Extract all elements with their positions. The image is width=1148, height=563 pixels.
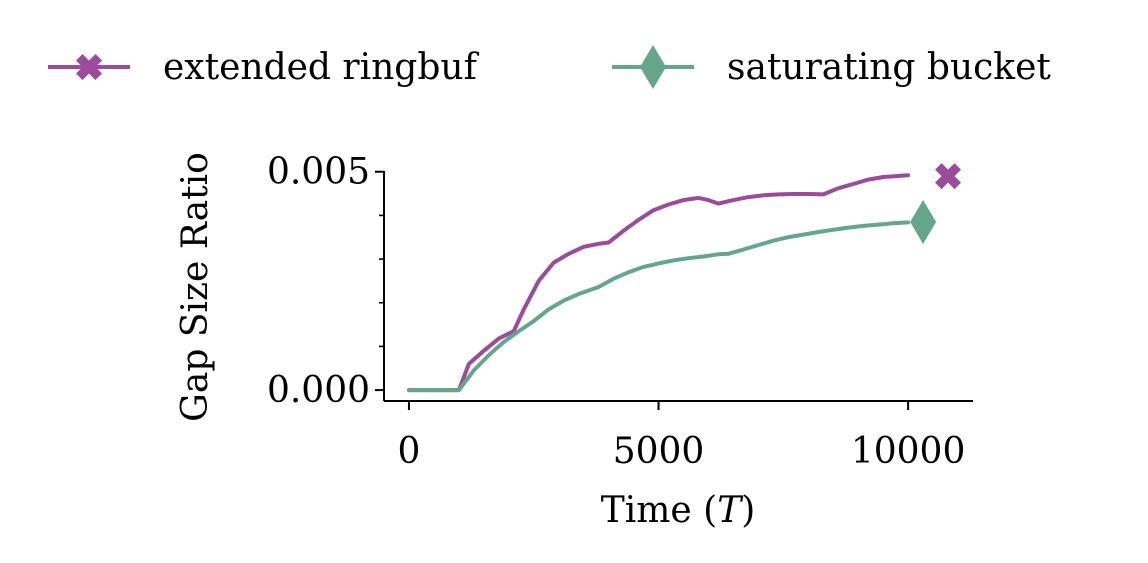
y-tick-label: 0.005 [267, 152, 370, 193]
legend-label: extended ringbuf [163, 47, 480, 88]
legend-swatch-marker [76, 54, 102, 80]
x-axis-label-italic: T [717, 490, 744, 531]
series-end-marker-0 [935, 163, 962, 190]
series-line-1 [407, 220, 911, 393]
series-end-marker-1 [910, 199, 937, 244]
series-line-0 [407, 173, 911, 393]
plot-area [407, 163, 962, 393]
x-axis-label-close: ) [741, 490, 755, 531]
legend-swatch-marker [640, 45, 666, 89]
y-tick-label: 0.000 [267, 370, 370, 411]
y-axis-label: Gap Size Ratio [175, 152, 216, 422]
legend-label: saturating bucket [727, 47, 1051, 88]
x-tick-label: 5000 [613, 431, 705, 472]
x-axis-label: Time (T) [601, 490, 756, 531]
axes: 0 5000 10000 0.000 0.005 [267, 152, 973, 472]
legend-entry-1: saturating bucket [612, 45, 1051, 89]
legend-entry-0: extended ringbuf [48, 47, 480, 88]
x-tick-label: 0 [398, 431, 421, 472]
x-axis-label-main: Time ( [601, 490, 717, 531]
legend: extended ringbuf saturating bucket [48, 45, 1051, 89]
x-tick-label: 10000 [851, 431, 966, 472]
